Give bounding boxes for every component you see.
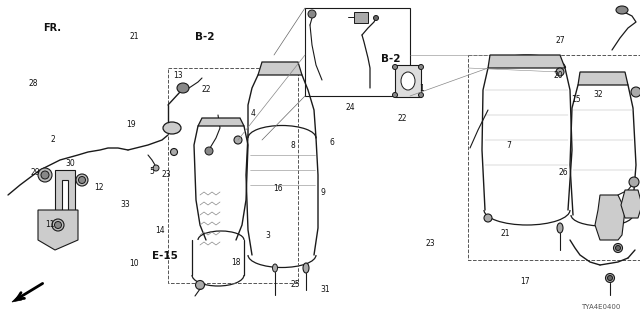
Bar	[168, 68, 298, 283]
Ellipse shape	[303, 263, 309, 273]
Text: 3: 3	[265, 231, 270, 240]
Text: 11: 11	[45, 220, 54, 228]
Ellipse shape	[557, 223, 563, 233]
Text: 22: 22	[397, 114, 406, 123]
Text: 21: 21	[501, 229, 510, 238]
Ellipse shape	[614, 244, 623, 252]
Text: 30: 30	[65, 159, 76, 168]
Text: 33: 33	[120, 200, 130, 209]
Text: 19: 19	[126, 120, 136, 129]
Ellipse shape	[163, 122, 181, 134]
Polygon shape	[55, 170, 75, 215]
Bar	[395, 65, 421, 97]
Ellipse shape	[41, 171, 49, 179]
Text: 26: 26	[558, 168, 568, 177]
Ellipse shape	[374, 15, 378, 20]
Ellipse shape	[76, 174, 88, 186]
Ellipse shape	[38, 168, 52, 182]
Text: 4: 4	[250, 109, 255, 118]
Bar	[305, 8, 410, 96]
Ellipse shape	[177, 83, 189, 93]
Text: 27: 27	[556, 36, 566, 44]
Polygon shape	[258, 62, 302, 75]
Text: 25: 25	[291, 280, 301, 289]
Text: FR.: FR.	[44, 23, 61, 33]
Bar	[354, 12, 368, 23]
Polygon shape	[621, 190, 640, 218]
Ellipse shape	[153, 165, 159, 171]
Ellipse shape	[556, 68, 564, 76]
Ellipse shape	[616, 245, 621, 251]
Polygon shape	[12, 296, 22, 302]
Ellipse shape	[392, 92, 397, 98]
Text: E-15: E-15	[152, 251, 178, 261]
Text: 29: 29	[30, 168, 40, 177]
Ellipse shape	[308, 10, 316, 18]
Bar	[468, 55, 640, 260]
Text: 12: 12	[95, 183, 104, 192]
Text: 16: 16	[273, 184, 284, 193]
Text: 22: 22	[202, 85, 211, 94]
Text: 10: 10	[129, 260, 140, 268]
Polygon shape	[488, 55, 565, 68]
Ellipse shape	[419, 92, 424, 98]
Polygon shape	[38, 210, 78, 250]
Text: 1: 1	[419, 84, 424, 92]
Text: 17: 17	[520, 277, 530, 286]
Ellipse shape	[605, 274, 614, 283]
Ellipse shape	[484, 214, 492, 222]
Text: 14: 14	[155, 226, 165, 235]
Ellipse shape	[616, 6, 628, 14]
Ellipse shape	[631, 87, 640, 97]
Ellipse shape	[52, 219, 64, 231]
Polygon shape	[595, 195, 625, 240]
Text: 23: 23	[161, 170, 172, 179]
Ellipse shape	[195, 281, 205, 290]
Text: TYA4E0400: TYA4E0400	[581, 304, 621, 310]
Text: 18: 18	[231, 258, 240, 267]
Ellipse shape	[401, 72, 415, 90]
Text: 23: 23	[425, 239, 435, 248]
Text: 9: 9	[321, 188, 326, 196]
Text: 2: 2	[50, 135, 55, 144]
Polygon shape	[578, 72, 628, 85]
Text: 20: 20	[553, 71, 563, 80]
Ellipse shape	[79, 177, 86, 183]
Text: 24: 24	[346, 103, 356, 112]
Ellipse shape	[392, 65, 397, 69]
Ellipse shape	[419, 65, 424, 69]
Text: B-2: B-2	[381, 54, 400, 64]
Text: 8: 8	[290, 141, 295, 150]
Text: 28: 28	[29, 79, 38, 88]
Ellipse shape	[273, 264, 278, 272]
Text: 15: 15	[571, 95, 581, 104]
Text: 5: 5	[149, 167, 154, 176]
Ellipse shape	[234, 136, 242, 144]
Ellipse shape	[205, 147, 213, 155]
Ellipse shape	[607, 276, 612, 281]
Text: B-2: B-2	[195, 32, 214, 42]
Text: 32: 32	[593, 90, 604, 99]
Ellipse shape	[54, 221, 61, 228]
Text: 6: 6	[329, 138, 334, 147]
Text: 31: 31	[320, 285, 330, 294]
Text: 21: 21	[130, 32, 139, 41]
Text: 13: 13	[173, 71, 183, 80]
Ellipse shape	[629, 177, 639, 187]
Text: 7: 7	[506, 141, 511, 150]
Polygon shape	[198, 118, 244, 126]
Ellipse shape	[170, 148, 177, 156]
